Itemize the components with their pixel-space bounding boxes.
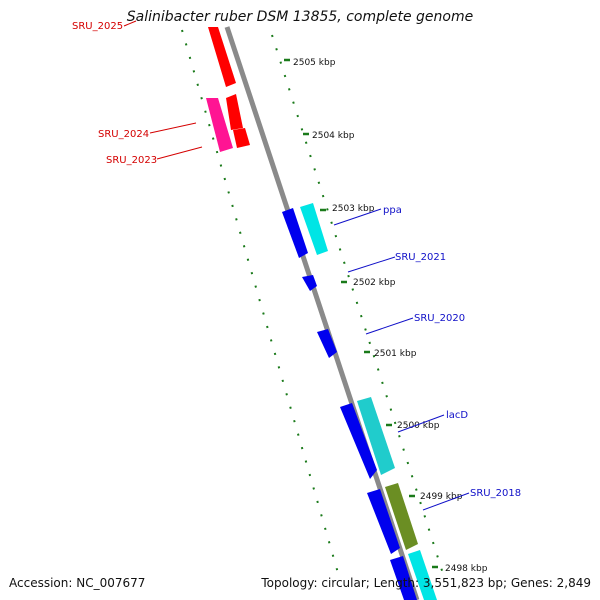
leader-lines — [123, 20, 470, 511]
gene-arrow-sru2018-olive[interactable] — [385, 483, 418, 550]
gene-arrow-lacD-blue[interactable] — [340, 403, 377, 479]
gene-label-sru2023[interactable]: SRU_2023 — [106, 155, 157, 166]
gene-arrow-sru2021[interactable] — [302, 275, 317, 291]
gene-arrow-sru2018-blue[interactable] — [367, 489, 400, 554]
gene-label-sru2021[interactable]: SRU_2021 — [395, 252, 446, 263]
inner-tick-track — [181, 29, 341, 581]
outer-tick-track — [271, 34, 446, 581]
gene-label-sru2025[interactable]: SRU_2025 — [72, 21, 123, 32]
accession-text: Accession: NC_007677 — [9, 576, 145, 590]
gene-arrow-sru2020[interactable] — [317, 329, 337, 358]
gene-arrow-next-blue[interactable] — [390, 556, 417, 600]
gene-arrows — [206, 27, 437, 600]
gene-arrow-ppa-cyan[interactable] — [300, 203, 328, 255]
gene-arrow-ppa-blue[interactable] — [282, 208, 308, 258]
tick-labels: 2505 kbp 2504 kbp 2503 kbp 2502 kbp 2501… — [293, 58, 488, 574]
gene-arrow-next-cyan[interactable] — [408, 550, 437, 600]
genome-title: Salinibacter ruber DSM 13855, complete g… — [127, 9, 473, 25]
tick-label: 2505 kbp — [293, 58, 336, 68]
backbone-line — [224, 26, 420, 600]
gene-labels: SRU_2025 SRU_2024 SRU_2023 ppa SRU_2021 … — [72, 21, 521, 499]
gene-label-sru2018[interactable]: SRU_2018 — [470, 488, 521, 499]
tick-label: 2502 kbp — [353, 278, 396, 288]
gene-arrow-sru2023-b[interactable] — [233, 128, 250, 148]
gene-arrow-sru2023-a[interactable] — [226, 94, 243, 130]
gene-arrow-sru2024[interactable] — [206, 98, 233, 152]
tick-label: 2500 kbp — [397, 421, 440, 431]
genome-summary-text: Topology: circular; Length: 3,551,823 bp… — [260, 576, 591, 590]
gene-arrow-lacD-cyan[interactable] — [357, 397, 395, 475]
gene-label-ppa[interactable]: ppa — [383, 205, 402, 216]
gene-label-sru2020[interactable]: SRU_2020 — [414, 313, 465, 324]
tick-label: 2499 kbp — [420, 492, 463, 502]
gene-arrow-sru2025[interactable] — [208, 27, 236, 87]
tick-label: 2501 kbp — [374, 349, 417, 359]
gene-label-sru2024[interactable]: SRU_2024 — [98, 129, 149, 140]
tick-label: 2498 kbp — [445, 564, 488, 574]
major-ticks — [284, 58, 438, 569]
tick-label: 2503 kbp — [332, 204, 375, 214]
gene-label-lacD[interactable]: lacD — [446, 410, 468, 421]
tick-label: 2504 kbp — [312, 131, 355, 141]
